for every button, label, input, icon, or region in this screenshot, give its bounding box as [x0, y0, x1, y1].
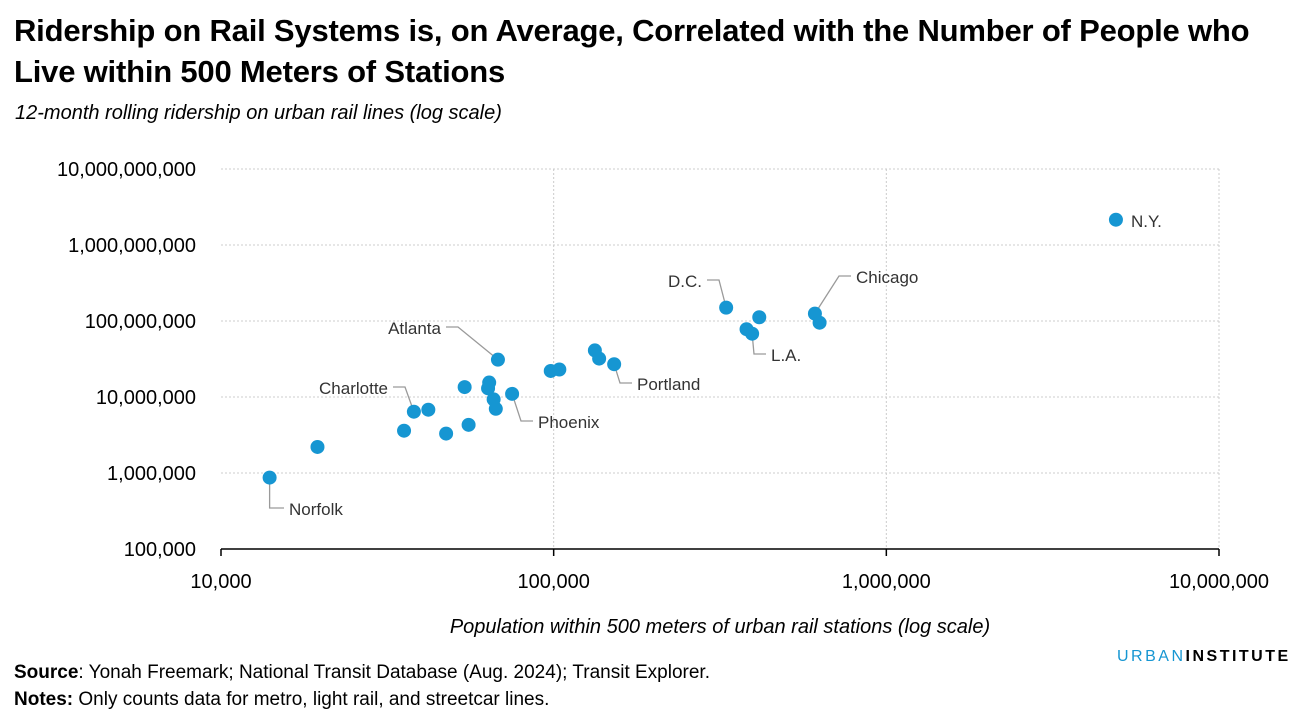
point-label: Chicago	[856, 268, 918, 287]
point-label: Norfolk	[289, 500, 343, 519]
data-point	[745, 326, 760, 341]
y-tick-label: 10,000,000,000	[57, 159, 196, 181]
data-point	[457, 380, 472, 395]
x-tick-label: 10,000,000	[1169, 571, 1269, 593]
point-label: D.C.	[668, 272, 702, 291]
data-point	[310, 439, 325, 454]
x-tick-label: 10,000	[190, 571, 251, 593]
point-labels: Norfolk Charlotte Atlanta Phoenix Portland D.…	[289, 212, 1162, 519]
gridlines	[221, 168, 1220, 549]
label-leaders	[268, 275, 851, 509]
data-point	[461, 417, 476, 432]
data-point	[406, 404, 421, 419]
logo-part2: INSTITUTE	[1185, 648, 1291, 665]
y-tick-label: 100,000	[124, 539, 196, 561]
point-label: Portland	[637, 375, 700, 394]
y-tick-label: 10,000,000	[96, 387, 196, 409]
label-leader-line	[707, 279, 727, 308]
chart-title: Ridership on Rail Systems is, on Average…	[14, 13, 1250, 89]
x-axis-label: Population within 500 meters of urban ra…	[450, 616, 990, 638]
source-text: : Yonah Freemark; National Transit Datab…	[78, 662, 710, 683]
point-label: Phoenix	[538, 413, 600, 432]
label-leader-line	[446, 326, 499, 361]
label-leader-line	[393, 386, 415, 412]
y-tick-label: 1,000,000	[107, 463, 196, 485]
data-point	[262, 470, 277, 485]
data-point	[439, 426, 454, 441]
data-point	[1108, 212, 1123, 227]
x-tick-label: 100,000	[518, 571, 590, 593]
data-point	[592, 351, 607, 366]
data-point	[490, 352, 505, 367]
source-label: Source	[14, 662, 79, 683]
footer-notes: Source: Yonah Freemark; National Transit…	[14, 659, 710, 713]
axes: 100,000 1,000,000 10,000,000 100,000,000 1,0…	[57, 159, 1269, 638]
urban-institute-logo: URBANINSTITUTE	[1117, 648, 1291, 666]
y-tick-label: 1,000,000,000	[68, 235, 196, 257]
label-leader-line	[268, 477, 284, 509]
scatter-chart: 100,000 1,000,000 10,000,000 100,000,000 1,0…	[57, 159, 1269, 638]
notes-label: Notes:	[14, 689, 74, 710]
data-point	[719, 300, 734, 315]
data-point	[421, 402, 436, 417]
chart-subtitle: 12-month rolling ridership on urban rail…	[15, 102, 502, 124]
data-point	[505, 386, 520, 401]
data-point	[812, 315, 827, 330]
data-point	[482, 375, 497, 390]
x-tick-label: 1,000,000	[842, 571, 931, 593]
data-points	[262, 212, 1123, 485]
label-leader-line	[814, 275, 851, 314]
logo-part1: URBAN	[1117, 648, 1186, 665]
point-label: Atlanta	[388, 319, 441, 338]
point-label: N.Y.	[1131, 212, 1162, 231]
point-label: L.A.	[771, 346, 801, 365]
notes-line: Notes: Only counts data for metro, light…	[14, 686, 710, 713]
point-label: Charlotte	[319, 379, 388, 398]
notes-text: Only counts data for metro, light rail, …	[73, 689, 550, 710]
data-point	[397, 423, 412, 438]
data-point	[552, 362, 567, 377]
label-leader-line	[511, 393, 533, 422]
y-tick-label: 100,000,000	[85, 311, 196, 333]
data-point	[752, 310, 767, 325]
source-line: Source: Yonah Freemark; National Transit…	[14, 659, 710, 686]
data-point	[607, 357, 622, 372]
data-point	[488, 401, 503, 416]
